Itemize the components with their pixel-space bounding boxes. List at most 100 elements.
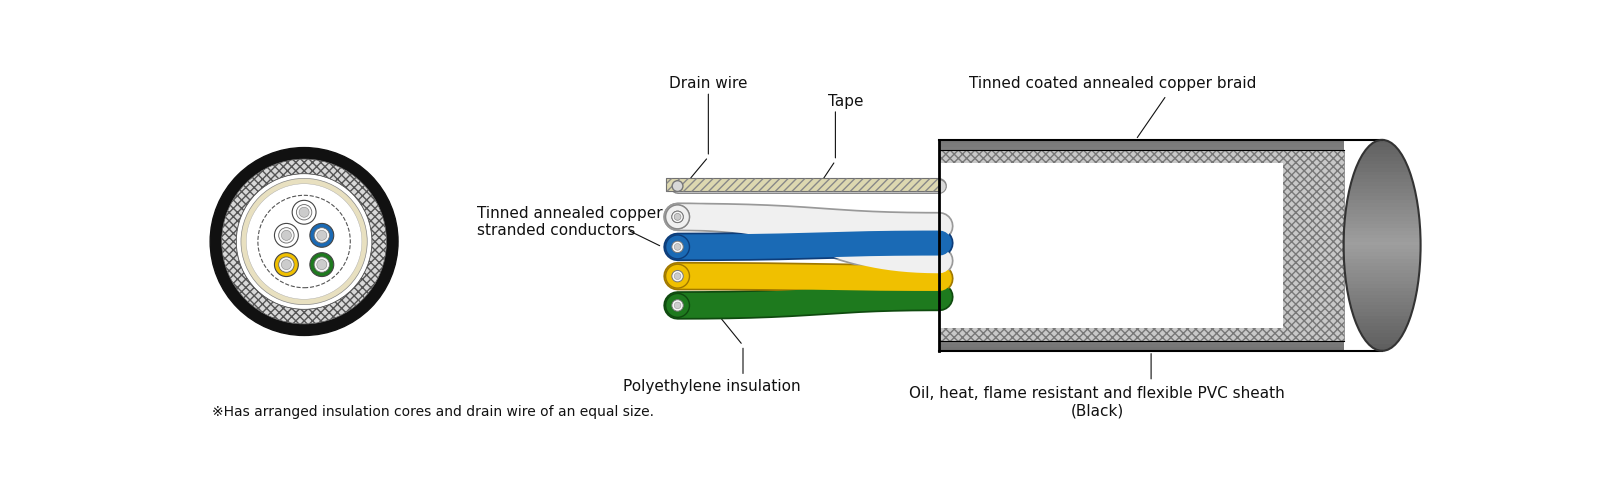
Circle shape (282, 260, 291, 270)
Bar (1344, 214, 1421, 217)
Bar (1344, 249, 1421, 252)
Bar (939, 295, 1344, 298)
Bar (1344, 175, 1421, 179)
Bar (939, 340, 1344, 344)
Circle shape (278, 228, 294, 243)
Bar (1344, 337, 1421, 340)
Bar (939, 164, 1344, 168)
Bar (1344, 270, 1421, 274)
Bar (939, 161, 1344, 164)
Circle shape (282, 230, 291, 240)
Circle shape (672, 211, 683, 223)
Circle shape (672, 271, 683, 282)
Bar (1344, 224, 1421, 228)
Bar (939, 344, 1344, 347)
Bar (1344, 182, 1421, 185)
Bar (939, 281, 1344, 284)
Text: Oil, heat, flame resistant and flexible PVC sheath
(Black): Oil, heat, flame resistant and flexible … (909, 386, 1285, 419)
Bar (939, 330, 1344, 333)
Circle shape (278, 257, 294, 272)
Circle shape (314, 257, 330, 272)
Circle shape (275, 223, 298, 247)
Bar (939, 203, 1344, 206)
Bar (1344, 239, 1421, 242)
Bar (939, 326, 1344, 330)
Bar (1344, 189, 1421, 193)
Bar (1344, 291, 1421, 295)
Bar (1344, 196, 1421, 200)
Bar (1344, 200, 1421, 203)
Bar (1344, 143, 1421, 147)
Bar (939, 206, 1344, 210)
Bar (939, 312, 1344, 316)
Bar (1344, 277, 1421, 281)
Bar (939, 302, 1344, 305)
Bar (1344, 266, 1421, 270)
Bar (939, 235, 1344, 239)
Circle shape (299, 207, 309, 217)
Circle shape (317, 260, 326, 270)
Text: Polyethylene insulation: Polyethylene insulation (624, 378, 802, 394)
Bar (939, 263, 1344, 266)
Bar (939, 150, 1344, 341)
Bar (1344, 206, 1421, 210)
Bar (1344, 203, 1421, 206)
Bar (1344, 179, 1421, 182)
Bar (1344, 308, 1421, 312)
Bar (939, 337, 1344, 340)
Bar (939, 189, 1344, 193)
Bar (1344, 235, 1421, 239)
Bar (1344, 231, 1421, 235)
Bar (1344, 147, 1421, 150)
Bar (939, 228, 1344, 231)
Circle shape (674, 214, 682, 220)
Bar (939, 291, 1344, 295)
Bar (1344, 340, 1421, 344)
Bar (939, 193, 1344, 196)
Bar (939, 260, 1344, 263)
Text: Tinned annealed copper
stranded conductors: Tinned annealed copper stranded conducto… (477, 206, 662, 239)
Bar (1344, 154, 1421, 158)
Bar (939, 200, 1344, 203)
Bar (939, 179, 1344, 182)
Bar (1344, 305, 1421, 308)
Bar (1344, 228, 1421, 231)
Circle shape (237, 174, 371, 309)
Circle shape (317, 230, 326, 240)
Bar (939, 284, 1344, 287)
Bar (939, 249, 1344, 252)
Bar (939, 171, 1344, 175)
Circle shape (210, 148, 398, 335)
Bar (939, 242, 1344, 245)
Bar (1344, 168, 1421, 171)
Circle shape (666, 205, 690, 229)
Bar (1344, 140, 1421, 143)
Bar (939, 185, 1344, 189)
Bar (939, 305, 1344, 308)
Circle shape (674, 214, 682, 220)
Bar (939, 298, 1344, 302)
Bar (1344, 164, 1421, 168)
Text: Tape: Tape (827, 94, 864, 109)
Text: ※Has arranged insulation cores and drain wire of an equal size.: ※Has arranged insulation cores and drain… (211, 405, 654, 419)
Bar (1344, 260, 1421, 263)
Bar (939, 175, 1344, 179)
Bar (1344, 210, 1421, 214)
Bar (939, 231, 1344, 235)
Bar (939, 347, 1344, 351)
Bar (1344, 287, 1421, 291)
Circle shape (666, 264, 690, 288)
Bar (666, 178, 939, 191)
Bar (939, 323, 1344, 326)
Bar (939, 150, 1344, 341)
Bar (1344, 319, 1421, 323)
Bar (939, 140, 1344, 143)
Bar (939, 266, 1344, 270)
Circle shape (296, 205, 312, 220)
Bar (939, 287, 1344, 291)
Bar (939, 319, 1344, 323)
Text: Tinned coated annealed copper braid: Tinned coated annealed copper braid (970, 76, 1256, 91)
Bar (939, 150, 1344, 154)
Bar (939, 245, 1344, 249)
Bar (1344, 344, 1421, 347)
